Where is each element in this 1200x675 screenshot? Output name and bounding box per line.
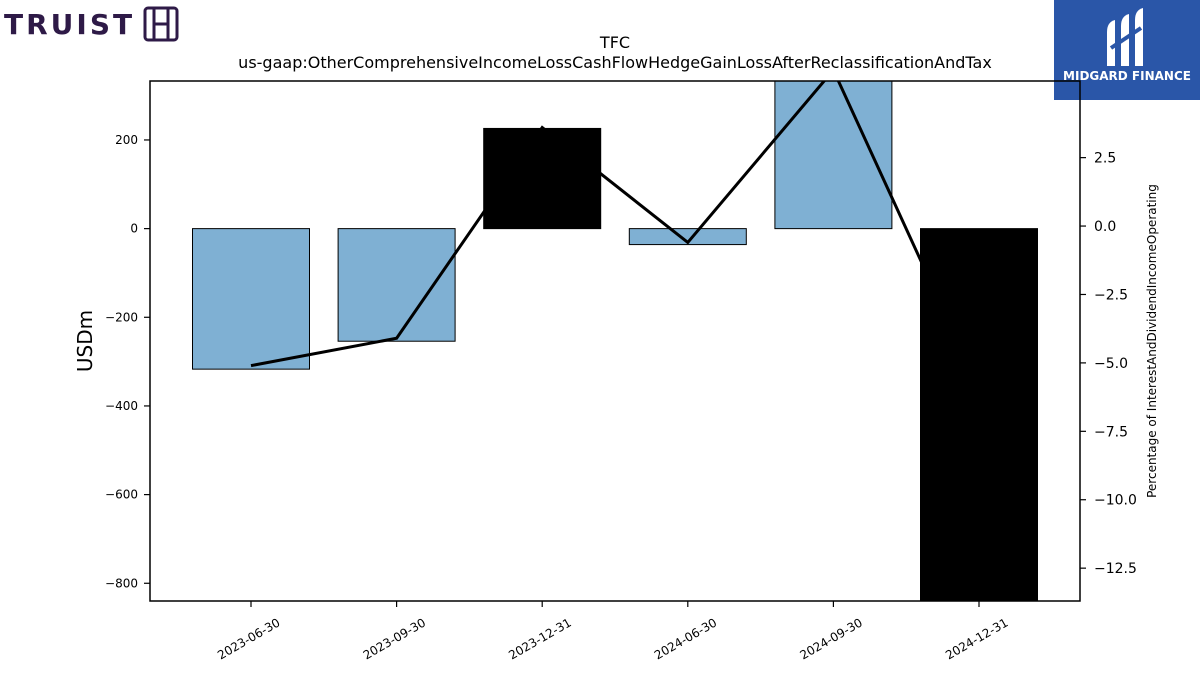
y2-tick-label: −10.0	[1094, 493, 1137, 509]
midgard-wordmark: MIDGARD FINANCE	[1063, 69, 1191, 83]
x-tick-label: 2023-06-30	[215, 615, 282, 662]
y-tick-label: −600	[105, 488, 138, 502]
bar-2023-06-30	[192, 228, 310, 370]
bar-2024-12-31	[920, 228, 1038, 602]
y-tick-label: −200	[105, 310, 138, 324]
midgard-mark-icon	[1107, 8, 1143, 66]
y-axis-label: USDm	[73, 310, 97, 372]
x-tick-label: 2023-12-31	[506, 615, 573, 662]
x-tick-label: 2023-09-30	[361, 615, 428, 662]
x-tick-label: 2024-12-31	[943, 615, 1010, 662]
y-tick-label: 200	[115, 133, 138, 147]
truist-logo: TRUIST	[4, 4, 179, 44]
y2-tick-label: 2.5	[1094, 151, 1116, 167]
y2-tick-label: −12.5	[1094, 561, 1137, 577]
x-tick-label: 2024-06-30	[652, 615, 719, 662]
y-tick-label: −800	[105, 576, 138, 590]
y2-tick-label: 0.0	[1094, 219, 1116, 235]
chart-title: TFC	[599, 33, 630, 52]
chart-subtitle: us-gaap:OtherComprehensiveIncomeLossCash…	[238, 53, 992, 72]
bar-2023-12-31	[483, 127, 602, 230]
y2-tick-label: −5.0	[1094, 356, 1128, 372]
line-series	[250, 81, 981, 389]
midgard-logo: MIDGARD FINANCE	[1054, 0, 1200, 100]
y-tick-label: 0	[130, 222, 138, 236]
truist-wordmark: TRUIST	[4, 7, 136, 41]
bar-2024-09-30	[774, 80, 893, 230]
y2-axis-label: Percentage of InterestAndDividendIncomeO…	[1145, 184, 1159, 498]
bar-2024-06-30	[628, 228, 747, 246]
y-tick-label: −400	[105, 399, 138, 413]
y2-tick-label: −7.5	[1094, 424, 1128, 440]
plot-frame	[149, 80, 1081, 602]
bar-2023-09-30	[337, 228, 456, 342]
truist-mark-icon	[143, 6, 179, 42]
y2-tick-label: −2.5	[1094, 287, 1128, 303]
x-tick-label: 2024-09-30	[797, 615, 864, 662]
